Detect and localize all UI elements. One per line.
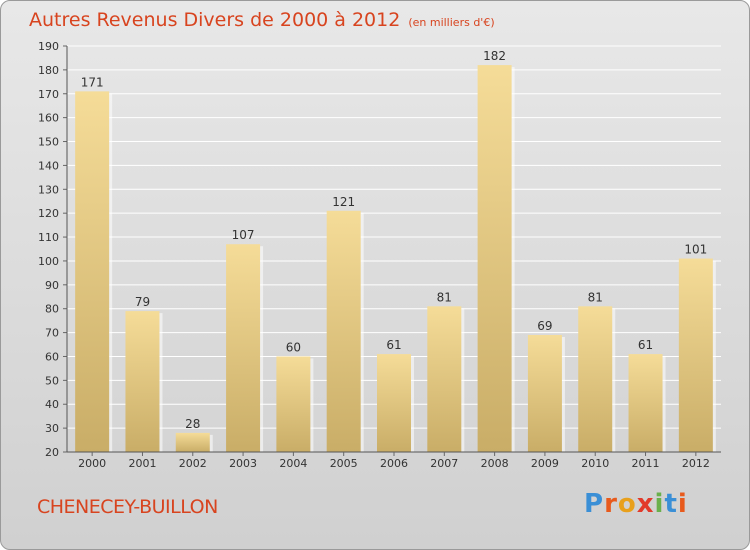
x-tick-label: 2009	[531, 457, 559, 470]
logo-letter: i	[654, 489, 665, 519]
y-tick-label: 80	[45, 303, 59, 316]
y-tick-label: 70	[45, 327, 59, 340]
y-tick-label: 90	[45, 279, 59, 292]
y-tick-label: 190	[38, 40, 59, 53]
data-label: 81	[437, 290, 452, 304]
chart-title: Autres Revenus Divers de 2000 à 2012 (en …	[29, 9, 495, 31]
y-tick-label: 160	[38, 112, 59, 125]
y-tick-label: 180	[38, 64, 59, 77]
bar	[226, 244, 261, 452]
y-tick-label: 20	[45, 446, 59, 459]
data-label: 60	[286, 340, 301, 354]
chart-title-text: Autres Revenus Divers de 2000 à 2012	[29, 9, 401, 31]
y-tick-label: 120	[38, 207, 59, 220]
x-tick-label: 2011	[632, 457, 660, 470]
logo-letter: P	[584, 489, 605, 519]
y-tick-label: 40	[45, 398, 59, 411]
bar	[125, 311, 160, 452]
y-tick-label: 140	[38, 159, 59, 172]
bar	[678, 258, 713, 452]
bar	[578, 306, 613, 452]
y-tick-label: 50	[45, 374, 59, 387]
bar	[477, 65, 512, 452]
bar	[276, 356, 311, 452]
data-label: 81	[588, 290, 603, 304]
bar	[175, 432, 210, 452]
x-tick-label: 2000	[78, 457, 106, 470]
data-label: 121	[332, 195, 355, 209]
x-tick-label: 2010	[581, 457, 609, 470]
logo-letter: i	[677, 489, 688, 519]
x-tick-label: 2002	[179, 457, 207, 470]
axes: 20 30 40 50 60 70 80 90 100 110 120 130 140 150 160 170…	[38, 40, 721, 470]
data-label: 28	[185, 417, 200, 431]
data-label: 79	[135, 295, 150, 309]
logo-letter: t	[664, 489, 678, 519]
logo-letter: r	[604, 489, 618, 519]
x-tick-label: 2005	[330, 457, 358, 470]
bar	[75, 91, 110, 453]
x-tick-label: 2007	[430, 457, 458, 470]
data-label: 107	[232, 228, 255, 242]
y-tick-label: 110	[38, 231, 59, 244]
y-tick-label: 60	[45, 350, 59, 363]
data-label: 101	[684, 243, 707, 257]
bar	[326, 210, 361, 452]
y-tick-label: 100	[38, 255, 59, 268]
proxiti-logo: Proxiti	[584, 489, 688, 519]
data-label: 61	[638, 338, 653, 352]
y-tick-label: 130	[38, 183, 59, 196]
data-label: 182	[483, 49, 506, 63]
logo-letter: x	[636, 489, 655, 519]
x-tick-label: 2004	[279, 457, 307, 470]
x-tick-label: 2001	[128, 457, 156, 470]
chart-subtitle: (en milliers d'€)	[408, 16, 495, 29]
y-tick-label: 170	[38, 88, 59, 101]
bar	[527, 334, 562, 452]
bar	[427, 306, 462, 452]
y-tick-label: 30	[45, 422, 59, 435]
data-label: 69	[537, 319, 552, 333]
bar	[377, 354, 411, 452]
logo-letter: o	[617, 489, 637, 519]
location-label: CHENECEY-BUILLON	[37, 496, 218, 518]
x-tick-label: 2003	[229, 457, 257, 470]
x-tick-label: 2012	[682, 457, 710, 470]
x-tick-label: 2008	[481, 457, 509, 470]
data-label: 61	[386, 338, 401, 352]
bar	[628, 354, 663, 452]
data-label: 171	[81, 75, 104, 89]
bars: 171 79 28 107 60 121 61 81 182 69 81 61 101	[75, 49, 716, 453]
x-tick-label: 2006	[380, 457, 408, 470]
y-tick-label: 150	[38, 136, 59, 149]
